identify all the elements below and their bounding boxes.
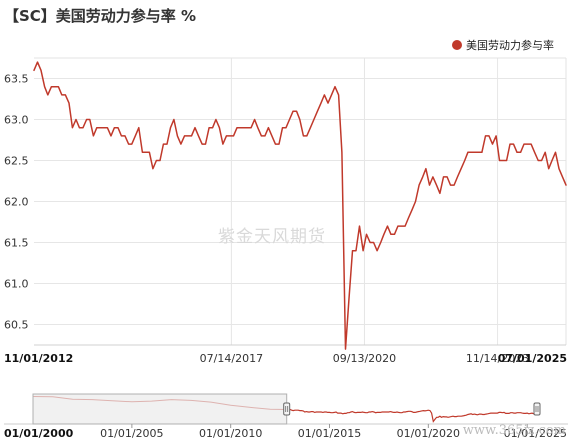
series-layer: [33, 61, 567, 350]
navigator-tick-label: 01/01/2005: [100, 427, 163, 440]
grid-layer: [34, 58, 566, 345]
y-tick-label: 63.0: [4, 114, 29, 127]
y-tick-label: 62.5: [4, 155, 29, 168]
y-tick-label: 61.5: [4, 237, 29, 250]
x-tick-label: 07/01/2025: [498, 352, 567, 365]
legend-label: 美国劳动力参与率: [466, 39, 554, 52]
navigator-tick-label: 01/01/2025: [504, 427, 567, 440]
x-tick-label: 11/14/2023: [466, 352, 529, 365]
y-tick-label: 62.0: [4, 196, 29, 209]
navigator-unselected-mask: [32, 393, 288, 425]
plot-border: [34, 57, 567, 346]
y-tick-label: 60.5: [4, 319, 29, 332]
navigator-left-handle[interactable]: [283, 402, 291, 416]
x-tick-label: 09/13/2020: [333, 352, 396, 365]
y-tick-label: 61.0: [4, 278, 29, 291]
x-tick-label: 07/14/2017: [200, 352, 263, 365]
x-tick-label: 11/01/2012: [4, 352, 73, 365]
navigator-right-handle[interactable]: [533, 402, 541, 416]
y-tick-label: 63.5: [4, 73, 29, 86]
x-axis: 11/01/2012 07/14/2017 09/13/2020 11/14/2023…: [4, 352, 567, 365]
legend-marker: [452, 40, 462, 50]
y-axis: 60.5 61.0 61.5 62.0 62.5 63.0 63.5: [4, 73, 29, 332]
navigator-axis: 01/01/2000 01/01/2005 01/01/2010 01/01/2015…: [4, 424, 567, 440]
site-watermark: www.365jz.com: [462, 423, 566, 438]
navigator-series-line: [286, 408, 538, 423]
navigator-tick-label: 01/01/2010: [199, 427, 262, 440]
legend[interactable]: 美国劳动力参与率: [452, 37, 554, 53]
navigator-tick-label: 01/01/2015: [298, 427, 361, 440]
chart-title: 【SC】美国劳动力参与率 %: [4, 7, 197, 25]
chart-header: 【SC】美国劳动力参与率 %: [4, 5, 196, 29]
watermark: 紫金天风期货: [218, 227, 326, 247]
series-line-labor-participation: [33, 61, 567, 350]
navigator-tick-label: 01/01/2020: [397, 427, 460, 440]
navigator-tick-label: 01/01/2000: [4, 427, 74, 440]
range-navigator[interactable]: [4, 393, 568, 425]
navigator-history-line: [32, 396, 287, 410]
navigator-selected-window: [287, 394, 537, 424]
